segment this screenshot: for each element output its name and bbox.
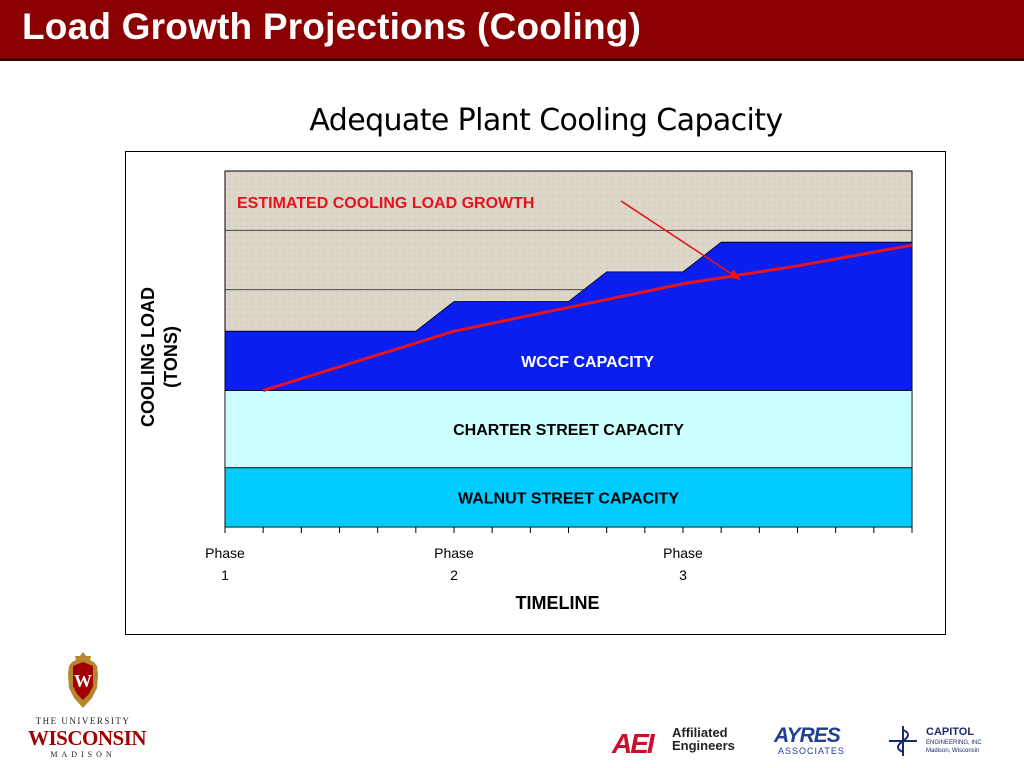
annotation-arrow (620, 200, 741, 281)
aei-line1: Affiliated (672, 725, 728, 740)
title-rule (0, 58, 1024, 61)
capitol-cross-icon (889, 726, 917, 756)
footer-logos: W THE UNIVERSITY WISCONSIN MADISON AEI A… (0, 640, 1024, 768)
svg-text:W: W (74, 671, 92, 691)
title-bar: Load Growth Projections (Cooling) (0, 0, 1024, 58)
capitol-name: CAPITOL (926, 726, 975, 738)
x-axis-title: TIMELINE (516, 593, 600, 613)
ayres-logo: AYRES ASSOCIATES (774, 724, 854, 758)
uw-wisconsin-text: WISCONSIN (28, 726, 147, 750)
ayres-name: AYRES (774, 724, 841, 747)
y-axis-title-line2: (TONS) (161, 326, 181, 388)
chart-title: Adequate Plant Cooling Capacity (309, 103, 783, 138)
aei-line2: Engineers (672, 738, 735, 753)
capitol-sub1: ENGINEERING, INC (926, 740, 982, 746)
slide-title: Load Growth Projections (Cooling) (22, 6, 642, 47)
x-tick-label-2-line2: 2 (450, 567, 458, 583)
charter-street-label: CHARTER STREET CAPACITY (453, 422, 684, 439)
capitol-logo: CAPITOL ENGINEERING, INC Madison, Wiscon… (886, 724, 996, 760)
aei-logo: AEI Affiliated Engineers (612, 724, 752, 759)
wccf-label: WCCF CAPACITY (521, 354, 654, 371)
annotation-label: ESTIMATED COOLING LOAD GROWTH (237, 195, 534, 212)
uw-madison-logo: W THE UNIVERSITY WISCONSIN MADISON (28, 652, 147, 764)
capitol-sub2: Madison, Wisconsin (926, 748, 980, 754)
uw-madison-text: MADISON (50, 750, 116, 759)
x-tick-label-1-line2: 1 (221, 567, 229, 583)
chart-frame: WALNUT STREET CAPACITY CHARTER STREET CAP… (125, 151, 946, 635)
uw-university-text: THE UNIVERSITY (35, 716, 131, 726)
x-tick-label-3-line1: Phase (663, 545, 703, 561)
aei-mark: AEI (612, 728, 655, 759)
aei-name: Affiliated Engineers (672, 726, 735, 752)
x-tick-label-2-line1: Phase (434, 545, 474, 561)
annotation-arrowhead (728, 269, 741, 280)
chart-svg: WALNUT STREET CAPACITY CHARTER STREET CAP… (138, 170, 913, 613)
walnut-street-label: WALNUT STREET CAPACITY (458, 490, 679, 507)
uw-crest-icon: W (68, 652, 98, 708)
load-growth-line (262, 243, 913, 392)
ayres-sub: ASSOCIATES (778, 746, 845, 756)
x-tick-label-1-line1: Phase (205, 545, 245, 561)
y-axis-title-line1: COOLING LOAD (138, 287, 158, 427)
x-tick-label-3-line2: 3 (679, 567, 687, 583)
